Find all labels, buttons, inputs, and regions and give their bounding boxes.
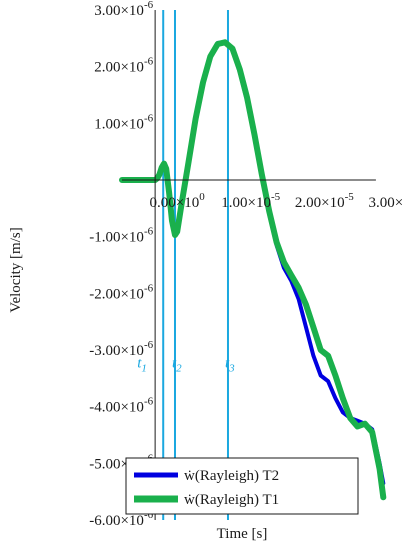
y-tick-label: 3.00×10-6 (94, 0, 153, 19)
x-tick-label: 3.00×10-5 (368, 191, 403, 211)
y-tick-exponent: -6 (144, 0, 154, 11)
series-line-t1 (119, 39, 387, 501)
x-tick-label: 0.00×100 (150, 191, 206, 211)
y-tick-label: 2.00×10-6 (94, 56, 153, 76)
tick-labels: 3.00×10-6 2.00×10-6 1.00×10-6 -1.00×10-6 -2.… (89, 0, 403, 529)
time-markers: t1 t2 t3 (137, 10, 235, 520)
legend-entry: ẇ(Rayleigh) T2 (184, 468, 279, 484)
y-tick-exponent: -6 (144, 396, 154, 408)
y-tick-label: -2.00×10-6 (89, 282, 153, 302)
y-tick-exponent: -6 (144, 509, 154, 521)
y-tick-exponent: -6 (144, 282, 154, 294)
x-tick-exponent: 0 (199, 191, 205, 203)
y-tick-exponent: -6 (144, 339, 154, 351)
marker-label-t3: t3 (225, 355, 235, 374)
y-tick-exponent: -6 (144, 56, 154, 68)
legend-entry: ẇ(Rayleigh) T1 (184, 492, 279, 508)
series-lines (119, 39, 387, 501)
y-axis-label: Velocity [m/s] (8, 227, 24, 312)
y-tick-label: -3.00×10-6 (89, 339, 153, 359)
marker-label-t2: t2 (172, 355, 182, 374)
legend-box (125, 457, 359, 515)
y-tick-exponent: -6 (144, 112, 154, 124)
y-tick-label: 1.00×10-6 (94, 112, 153, 132)
y-tick-label: -1.00×10-6 (89, 226, 153, 246)
marker-label-sub: 3 (228, 362, 235, 374)
legend: ẇ(Rayleigh) T2 ẇ(Rayleigh) T1 (125, 457, 359, 515)
axes (122, 10, 376, 520)
x-tick-label: 1.00×10-5 (221, 191, 280, 211)
x-tick-label: 2.00×10-5 (295, 191, 354, 211)
marker-label-sub: 2 (176, 362, 182, 374)
x-axis-label: Time [s] (217, 526, 268, 542)
y-tick-label: -4.00×10-6 (89, 396, 153, 416)
x-tick-exponent: -5 (345, 191, 355, 203)
marker-label-t1: t1 (137, 355, 147, 374)
y-tick-exponent: -6 (144, 226, 154, 238)
series-line-t2 (120, 40, 386, 486)
marker-label-sub: 1 (141, 362, 147, 374)
x-tick-exponent: -5 (271, 191, 281, 203)
